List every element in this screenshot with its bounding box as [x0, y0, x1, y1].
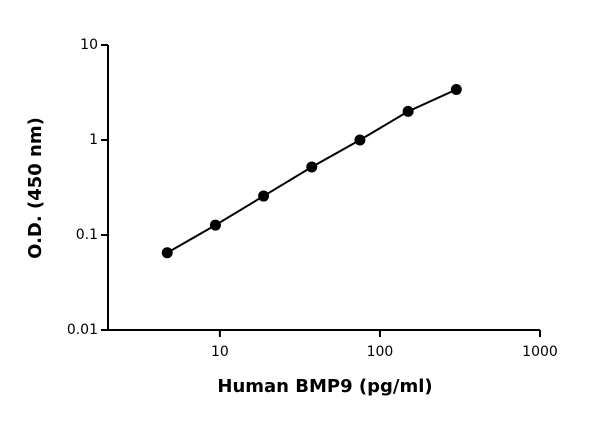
x-tick-label: 1000	[522, 344, 558, 360]
y-axis-title: O.D. (450 nm)	[25, 117, 46, 259]
point	[161, 247, 173, 259]
y-tick-label: 10	[80, 37, 98, 53]
point	[450, 84, 462, 96]
y-tick-label: 1	[89, 132, 98, 148]
point	[402, 105, 414, 117]
point	[258, 190, 270, 202]
x-axis-title: Human BMP9 (pg/ml)	[217, 376, 432, 397]
point	[209, 219, 221, 231]
x-tick-label: 100	[367, 344, 394, 360]
y-tick-label: 0.01	[67, 322, 98, 338]
y-tick-label: 0.1	[76, 227, 98, 243]
point	[306, 161, 318, 173]
point	[354, 134, 366, 146]
x-tick-label: 10	[211, 344, 229, 360]
